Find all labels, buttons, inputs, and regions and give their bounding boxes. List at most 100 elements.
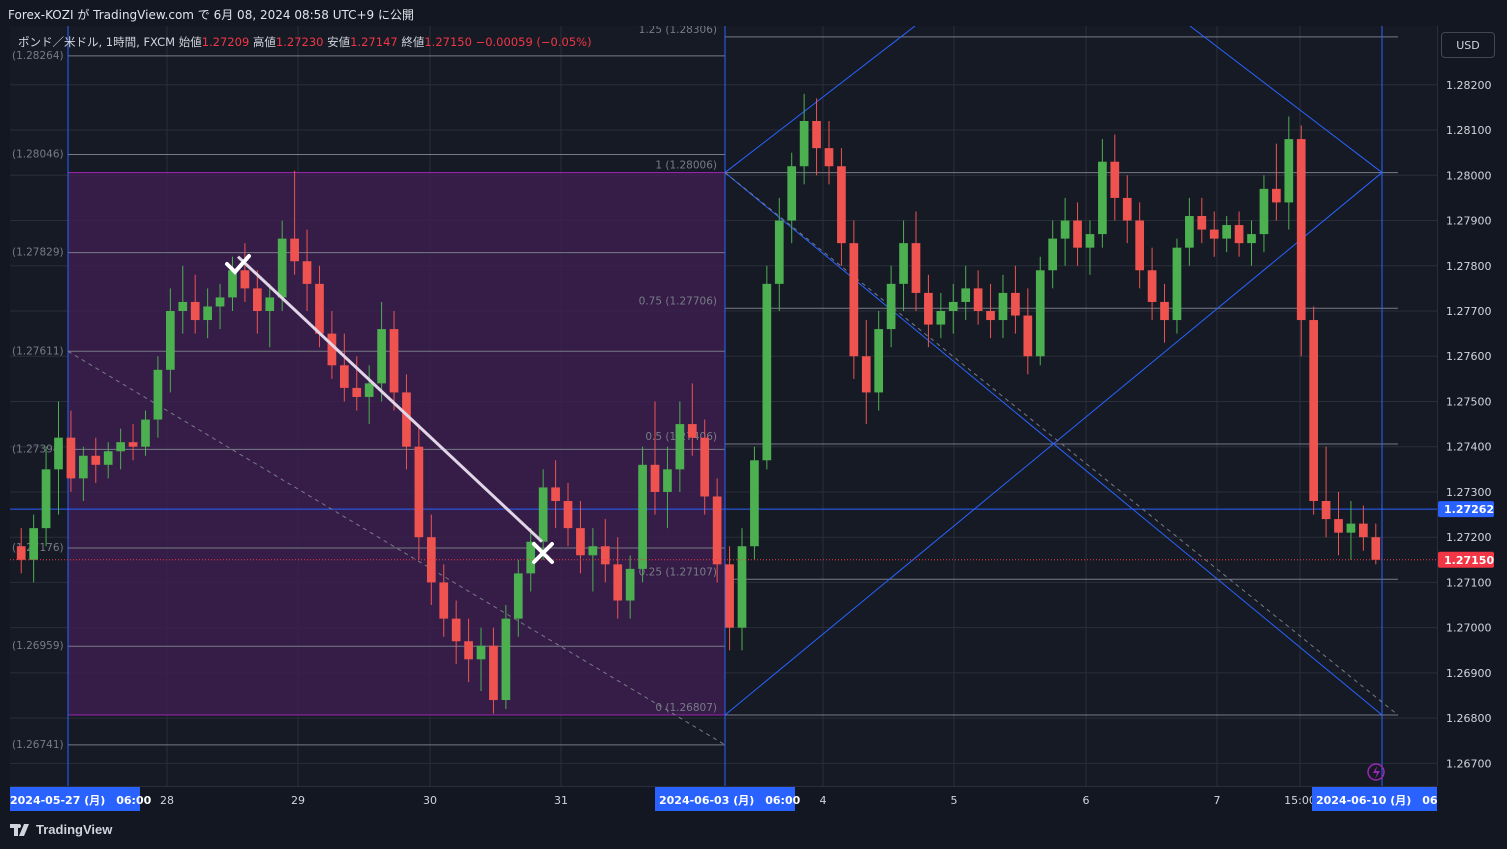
candle-body (290, 238, 299, 262)
chart-pane[interactable]: (1.28264) (1.28046) (1.27829) (1.27611) (1.2… (10, 24, 1437, 786)
price-axis-svg: 1.28200 1.28100 1.28000 1.27900 1.27800 1.277… (1438, 79, 1494, 770)
time-tick-label-highlight: 2024-06-03 (月) 06:00 (659, 794, 801, 807)
candle-body (103, 451, 113, 465)
fib-left-level-label: (1.26959) (12, 640, 64, 652)
price-tick-label: 1.27300 (1446, 486, 1492, 499)
candle-body (961, 288, 971, 302)
candle-body (240, 270, 250, 289)
candle-body (1035, 270, 1045, 357)
candle-body (725, 564, 734, 628)
channel-line (1189, 25, 1383, 173)
price-tick-label: 1.26900 (1446, 667, 1492, 680)
candle-body (228, 270, 237, 298)
candle-body (66, 437, 76, 479)
cross-mark-icon (532, 542, 554, 564)
candle-body (1296, 139, 1306, 321)
candle-body (1011, 292, 1020, 316)
candle-body (16, 546, 26, 560)
candle-body (774, 220, 784, 284)
fib-left-level-label: (1.27611) (12, 345, 64, 357)
check-mark-icon (225, 254, 251, 275)
candle-body (986, 311, 995, 321)
candle-body (750, 460, 759, 547)
candle-body (650, 464, 660, 492)
candle-body (315, 283, 324, 334)
current-price-tag (1438, 551, 1494, 568)
candle-body (874, 329, 884, 393)
candle-body (625, 568, 635, 601)
candle-body (165, 311, 175, 370)
fib-right-level-label: 1 (1.28006) (655, 160, 717, 172)
price-axis[interactable]: 1.28200 1.28100 1.28000 1.27900 1.27800 1.277… (1437, 26, 1507, 786)
candle-body (526, 541, 536, 574)
chart-svg: (1.28264) (1.28046) (1.27829) (1.27611) (1.2… (10, 24, 1437, 786)
candle-body (998, 292, 1008, 321)
candle-body (1321, 501, 1331, 520)
channel-line (724, 25, 916, 173)
candle-body (1371, 537, 1381, 560)
candle-body (837, 166, 846, 244)
time-tick-highlight (10, 787, 140, 811)
fib-zone (67, 172, 726, 716)
price-tick-label: 1.26800 (1446, 712, 1492, 725)
candle-body (1247, 234, 1256, 244)
candle-body (588, 546, 598, 556)
legend-open: 1.27209 (201, 35, 250, 49)
current-price-label: 1.27150 (1444, 554, 1494, 567)
candle-body (1197, 216, 1207, 230)
fib-right-level-label: 0.75 (1.27706) (639, 295, 717, 307)
price-tick-label: 1.27200 (1446, 531, 1492, 544)
candle-body (551, 487, 560, 501)
candle-body (54, 437, 63, 470)
fib-left-level-label: (1.26741) (12, 739, 64, 751)
candle-body (277, 238, 287, 298)
tradingview-brand: TradingView (36, 822, 113, 837)
candle-body (1098, 161, 1107, 235)
time-tick-label: 4 (820, 794, 827, 807)
candle-body (439, 582, 449, 619)
candle-body (1359, 523, 1368, 538)
candle-body (501, 618, 511, 701)
candle-body (1122, 197, 1132, 221)
time-tick-label: 5 (951, 794, 958, 807)
candle-body (1234, 225, 1244, 244)
legend-low: 1.27147 (350, 35, 398, 49)
time-tick-label: 6 (1083, 794, 1090, 807)
fib-left-level-label: (1.28264) (12, 50, 64, 62)
candle-body (41, 469, 51, 529)
candle-body (476, 645, 486, 660)
currency-button[interactable]: USD (1441, 32, 1495, 58)
trade-line (236, 255, 544, 543)
candle-body (899, 243, 908, 284)
candle-body (1048, 238, 1058, 271)
candle-body (675, 424, 685, 470)
candle-body (600, 546, 610, 565)
candle-body (489, 645, 498, 701)
price-tick-label: 1.26700 (1446, 757, 1492, 770)
candle-body (215, 297, 225, 307)
candle-body (737, 546, 747, 628)
candle-body (141, 419, 150, 447)
time-tick-label: 15:00 (1284, 794, 1316, 807)
legend-low-label: 安値 (327, 35, 351, 49)
candle-body (377, 329, 386, 384)
price-tick-label: 1.27700 (1446, 305, 1492, 318)
time-axis[interactable]: 2024-05-27 (月) 06:00 28 29 30 31 2024-06-03 (… (10, 786, 1458, 815)
alert-icon (1367, 763, 1385, 781)
candle-body (426, 537, 436, 583)
candle-body (911, 243, 921, 293)
time-tick-label: 31 (554, 794, 568, 807)
candle-body (203, 306, 212, 321)
candle-body (91, 455, 101, 465)
time-tick-label-highlight: 2024-06-10 (月) 06:00 (1316, 794, 1437, 807)
fib-right-level-label: 1.25 (1.28306) (639, 26, 717, 36)
candle-body (190, 301, 200, 321)
candle-body (973, 288, 983, 311)
candle-body (563, 501, 573, 529)
time-tick-highlight (655, 787, 795, 811)
candle-body (824, 148, 834, 167)
legend-high-label: 高値 (252, 35, 276, 49)
candle-body (799, 121, 809, 167)
candle-body (29, 528, 38, 560)
legend-close: 1.27150 (424, 35, 472, 49)
